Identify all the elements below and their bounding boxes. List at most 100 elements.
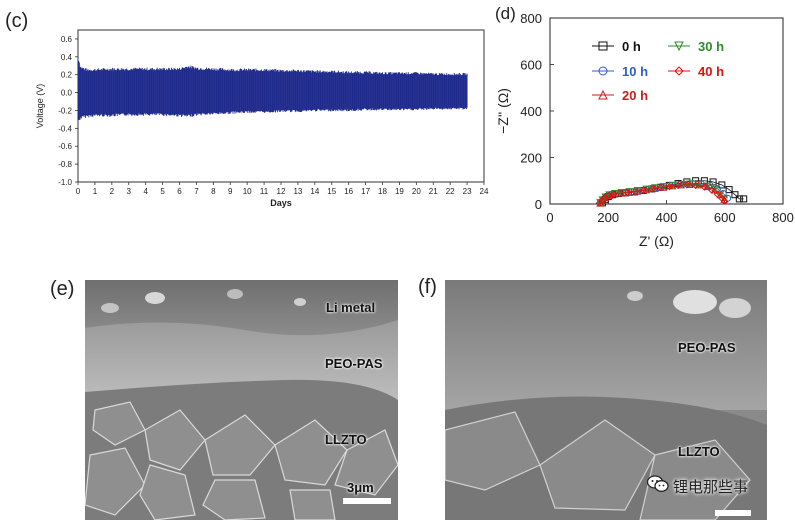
x-tick-label-c: 24 [480,187,489,196]
marker-square [740,195,748,203]
marker-diamond [700,183,709,191]
x-tick-label-c: 11 [260,187,269,196]
y-tick-label-c: -0.4 [58,124,72,133]
panel-label-d: (d) [495,4,516,23]
marker-diamond [691,181,700,190]
marker-diamond [721,197,729,205]
scale-bar-f [715,510,751,516]
marker-diamond [707,186,716,194]
y-tick-label-c: -0.6 [58,142,72,151]
sem-image-f: PEO-PAS LLZTO [445,280,767,520]
y-tick-label-d: 600 [520,58,542,73]
x-tick-label-c: 8 [211,187,216,196]
series-40-h [595,181,729,207]
wechat-icon [647,475,669,492]
marker-square [725,186,733,194]
y-tick-label-d: 400 [520,104,542,119]
marker-diamond [656,184,665,192]
marker-square [731,191,739,199]
chart-d-impedance: 0 200 400 600 800 0 200 400 600 800 Z' (Ω) −Z'' (Ω)… [495,11,794,249]
x-tick-label-d: 400 [656,210,678,225]
marker-diamond [674,66,684,76]
marker-diamond [595,199,604,207]
x-tick-label-c: 14 [310,187,319,196]
x-tick-label-c: 22 [446,187,455,196]
y-tick-label-d: 0 [535,197,542,212]
x-tick-label-d: 800 [772,210,794,225]
x-tick-label-c: 1 [93,187,98,196]
y-tick-label-d: 200 [520,151,542,166]
marker-square [718,181,726,189]
sem-texture-f [445,280,767,520]
y-tick-label-c: -0.8 [58,160,72,169]
legend-item: 40 h [668,64,724,79]
legend-label: 30 h [698,39,724,54]
y-axis-label-d: −Z'' (Ω) [495,88,511,134]
marker-triangle-down [625,188,634,196]
marker-triangle-up [598,89,608,100]
legend-item: 20 h [592,88,648,103]
x-tick-label-c: 13 [293,187,302,196]
marker-diamond [648,185,656,193]
plot-frame-d [549,17,784,205]
y-tick-label-c: 0.0 [61,89,73,98]
marker-circle [598,66,608,76]
series-voltage [77,56,468,123]
x-axis-label-c: Days [270,198,292,208]
x-tick-label-c: 6 [177,187,182,196]
label-peo-pas-f: PEO-PAS [678,340,736,355]
panel-label-c: (c) [5,10,29,32]
series-line [599,183,725,203]
x-tick-label-d: 200 [597,210,619,225]
x-tick-label-c: 10 [243,187,252,196]
marker-diamond [639,186,647,195]
x-tick-label-c: 15 [327,187,336,196]
y-tick-label-d: 800 [520,11,542,26]
x-tick-label-c: 16 [344,187,353,196]
x-tick-label-c: 9 [228,187,233,196]
x-tick-label-c: 23 [463,187,472,196]
y-tick-label-c: -1.0 [58,178,72,187]
y-tick-label-c: -0.2 [58,106,72,115]
y-tick-label-c: 0.6 [61,35,73,44]
marker-triangle-down [716,190,725,199]
scale-bar [343,498,391,504]
marker-triangle-down [633,187,642,195]
y-tick-label-c: 0.4 [61,53,73,62]
sem-image-e: Li metal PEO-PAS LLZTO 3μm [85,280,398,520]
marker-diamond [616,189,624,198]
legend-label: 40 h [698,64,724,79]
marker-diamond [674,181,682,190]
marker-diamond [609,190,618,198]
x-axis-label-d: Z' (Ω) [639,233,674,249]
x-tick-label-d: 0 [546,210,553,225]
x-tick-label-c: 4 [143,187,148,196]
x-tick-label-c: 21 [429,187,438,196]
legend-label: 10 h [622,64,648,79]
x-tick-label-c: 19 [395,187,404,196]
marker-diamond [683,181,691,189]
watermark-text: 锂电那些事 [673,478,749,496]
marker-diamond [623,188,631,197]
label-li-metal: Li metal [326,300,376,315]
legend-item: 10 h [592,64,648,79]
x-tick-label-c: 17 [361,187,370,196]
y-axis-label-c: Voltage (V) [35,84,45,129]
marker-square [735,195,743,203]
marker-diamond [631,187,639,196]
label-peo-pas-e: PEO-PAS [325,356,383,371]
scale-bar-label: 3μm [347,480,374,495]
x-tick-label-c: 2 [110,187,115,196]
x-tick-label-c: 20 [412,187,421,196]
series-line [599,184,726,204]
legend-label: 20 h [622,88,648,103]
x-tick-label-c: 18 [378,187,387,196]
x-tick-label-c: 3 [127,187,132,196]
label-llzto-f: LLZTO [678,444,720,459]
chart-c-voltage: 0 1 2 3 4 5 6 7 8 9 10 11 12 13 14 15 16 17 18 19 20 21 22 23 24… [35,29,489,208]
x-tick-label-c: 7 [194,187,199,196]
panel-label-e: (e) [50,278,75,300]
legend-item: 0 h [592,39,641,54]
panel-label-f: (f) [418,276,437,298]
label-llzto-e: LLZTO [325,432,367,447]
